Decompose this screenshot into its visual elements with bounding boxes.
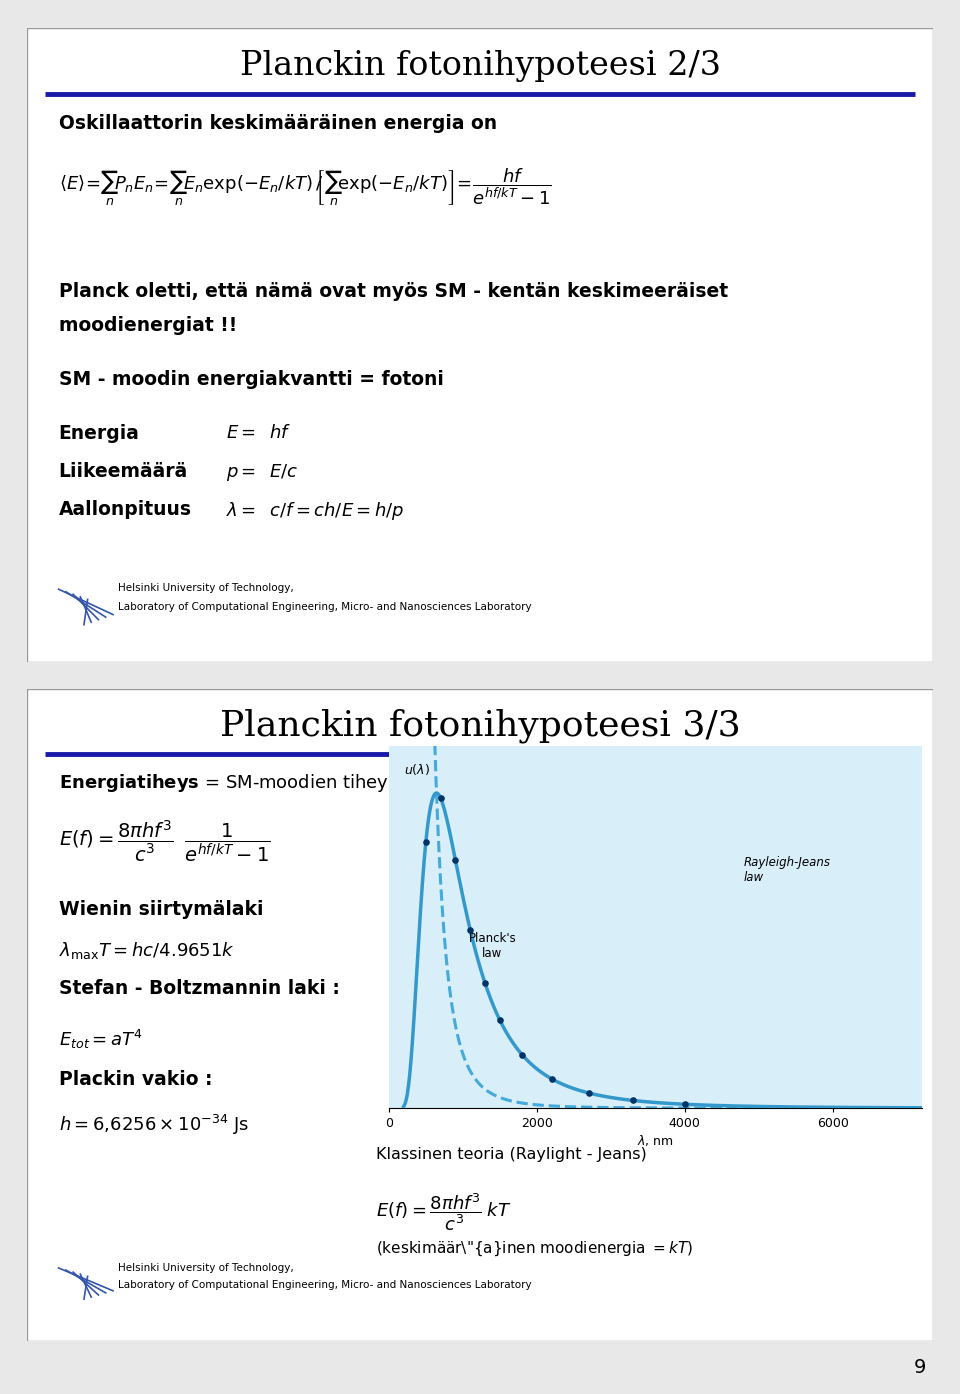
Point <box>433 788 448 810</box>
Text: $E(f) = \dfrac{8\pi hf^3}{c^3} \;\; \dfrac{1}{e^{hf/kT}-1}$: $E(f) = \dfrac{8\pi hf^3}{c^3} \;\; \dfr… <box>59 820 270 866</box>
X-axis label: $\lambda$, nm: $\lambda$, nm <box>636 1133 674 1149</box>
Point <box>625 1089 640 1111</box>
Point <box>492 1009 508 1032</box>
Point <box>677 1093 692 1115</box>
Text: $\lambda = \;\; c/f = ch/E = h/p$: $\lambda = \;\; c/f = ch/E = h/p$ <box>227 500 405 523</box>
Text: $E = \;\; hf$: $E = \;\; hf$ <box>227 424 292 442</box>
Text: $E(f) = \dfrac{8\pi hf^3}{c^3}\; kT$: $E(f) = \dfrac{8\pi hf^3}{c^3}\; kT$ <box>375 1190 512 1232</box>
Text: Aallonpituus: Aallonpituus <box>59 500 192 520</box>
Text: Rayleigh-Jeans
law: Rayleigh-Jeans law <box>744 856 831 884</box>
Text: Liikeemäärä: Liikeemäärä <box>59 463 188 481</box>
Point <box>447 849 463 871</box>
Text: $p = \;\; E/c$: $p = \;\; E/c$ <box>227 463 299 484</box>
Text: Planck oletti, että nämä ovat myös SM - kentän keskimeeräiset: Planck oletti, että nämä ovat myös SM - … <box>59 282 728 301</box>
Text: Plackin vakio :: Plackin vakio : <box>59 1071 212 1089</box>
Text: Oskillaattorin keskimääräinen energia on: Oskillaattorin keskimääräinen energia on <box>59 113 496 132</box>
Point <box>419 831 434 853</box>
Text: $h = 6{,}6256\times10^{-34}$ Js: $h = 6{,}6256\times10^{-34}$ Js <box>59 1112 249 1136</box>
Text: $\langle E\rangle\!=\!\sum_n\!P_n E_n\!=\!\sum_n\!E_n\exp(-E_n/kT)\,/\!\!\left[\: $\langle E\rangle\!=\!\sum_n\!P_n E_n\!=… <box>59 167 551 209</box>
Text: Klassinen teoria (Raylight - Jeans): Klassinen teoria (Raylight - Jeans) <box>375 1147 646 1161</box>
Text: (keskimäär\"{a}inen moodienergia $= kT$): (keskimäär\"{a}inen moodienergia $= kT$) <box>375 1239 693 1259</box>
Text: Planckin fotonihypoteesi 2/3: Planckin fotonihypoteesi 2/3 <box>239 50 721 82</box>
Text: Planckin fotonihypoteesi 3/3: Planckin fotonihypoteesi 3/3 <box>220 708 740 743</box>
Point <box>581 1082 596 1104</box>
Point <box>544 1068 560 1090</box>
Point <box>477 972 492 994</box>
Text: Laboratory of Computational Engineering, Micro- and Nanosciences Laboratory: Laboratory of Computational Engineering,… <box>117 602 531 612</box>
Text: $\lambda_{\mathrm{max}}T = hc/4.9651k$: $\lambda_{\mathrm{max}}T = hc/4.9651k$ <box>59 940 234 960</box>
Text: 9: 9 <box>914 1358 926 1377</box>
Text: Planck's
law: Planck's law <box>468 933 516 960</box>
Text: Helsinki University of Technology,: Helsinki University of Technology, <box>117 583 293 592</box>
Text: $u(\lambda)$: $u(\lambda)$ <box>403 763 430 778</box>
Text: $\mathbf{Energiatiheys}$ = SM-moodien tiheys $\times\langle E\rangle$: $\mathbf{Energiatiheys}$ = SM-moodien ti… <box>59 772 444 795</box>
Text: Laboratory of Computational Engineering, Micro- and Nanosciences Laboratory: Laboratory of Computational Engineering,… <box>117 1280 531 1291</box>
Text: Wienin siirtymälaki: Wienin siirtymälaki <box>59 901 263 919</box>
Text: moodienergiat !!: moodienergiat !! <box>59 316 237 336</box>
Text: Energia: Energia <box>59 424 139 443</box>
Text: Stefan - Boltzmannin laki :: Stefan - Boltzmannin laki : <box>59 979 340 998</box>
Text: Helsinki University of Technology,: Helsinki University of Technology, <box>117 1263 293 1273</box>
Point <box>515 1044 530 1066</box>
Text: $E_{tot} = aT^4$: $E_{tot} = aT^4$ <box>59 1027 143 1051</box>
Text: SM - moodin energiakvantti = fotoni: SM - moodin energiakvantti = fotoni <box>59 371 444 389</box>
Point <box>463 919 478 941</box>
